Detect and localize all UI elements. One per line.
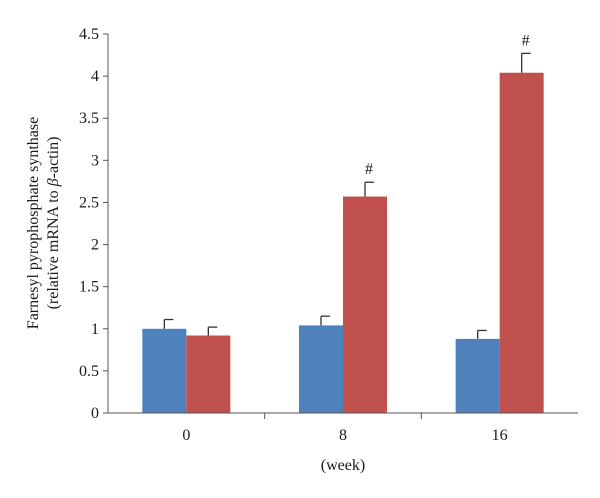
y-axis-label-prefix: (relative mRNA to [45, 186, 62, 309]
bars-layer [142, 52, 544, 414]
y-tick-label: 2.5 [79, 194, 99, 211]
x-tick-label: 16 [492, 427, 508, 444]
x-ticks-layer: 0 8 16 [182, 413, 508, 444]
significance-marker: # [365, 161, 373, 178]
y-tick-label: 4 [91, 68, 99, 85]
y-axis-label-line2: (relative mRNA to β-actin) [45, 137, 62, 310]
significance-marker: # [522, 32, 530, 49]
annotations-layer: ## [365, 32, 530, 178]
y-tick-label: 0.5 [79, 363, 99, 380]
axes-layer [107, 34, 578, 414]
y-tick-label: 4.5 [79, 26, 99, 43]
bar [455, 338, 500, 413]
y-axis-label-line1: Farnesyl pyrophosphate synthase [25, 117, 42, 329]
y-tick-label: 3.5 [79, 110, 99, 127]
bar [299, 325, 343, 413]
bar [186, 335, 231, 413]
y-ticks-layer: 0 0.5 1 1.5 2 2.5 3 3.5 4 4.5 [79, 26, 108, 422]
bar [499, 72, 544, 414]
x-axis-label: (week) [321, 457, 365, 474]
y-axis-label: Farnesyl pyrophosphate synthase (relativ… [25, 117, 62, 329]
y-axis-label-suffix: -actin) [45, 137, 62, 179]
y-tick-label: 1.5 [79, 279, 99, 296]
y-tick-label: 2 [91, 237, 99, 254]
y-tick-label: 0 [91, 405, 99, 422]
x-tick-label: 0 [182, 427, 190, 444]
bar [343, 196, 387, 413]
y-tick-label: 3 [91, 152, 99, 169]
bar [142, 328, 187, 413]
y-tick-label: 1 [91, 321, 99, 338]
x-tick-label: 8 [339, 427, 347, 444]
y-axis-label-beta: β [45, 178, 62, 187]
